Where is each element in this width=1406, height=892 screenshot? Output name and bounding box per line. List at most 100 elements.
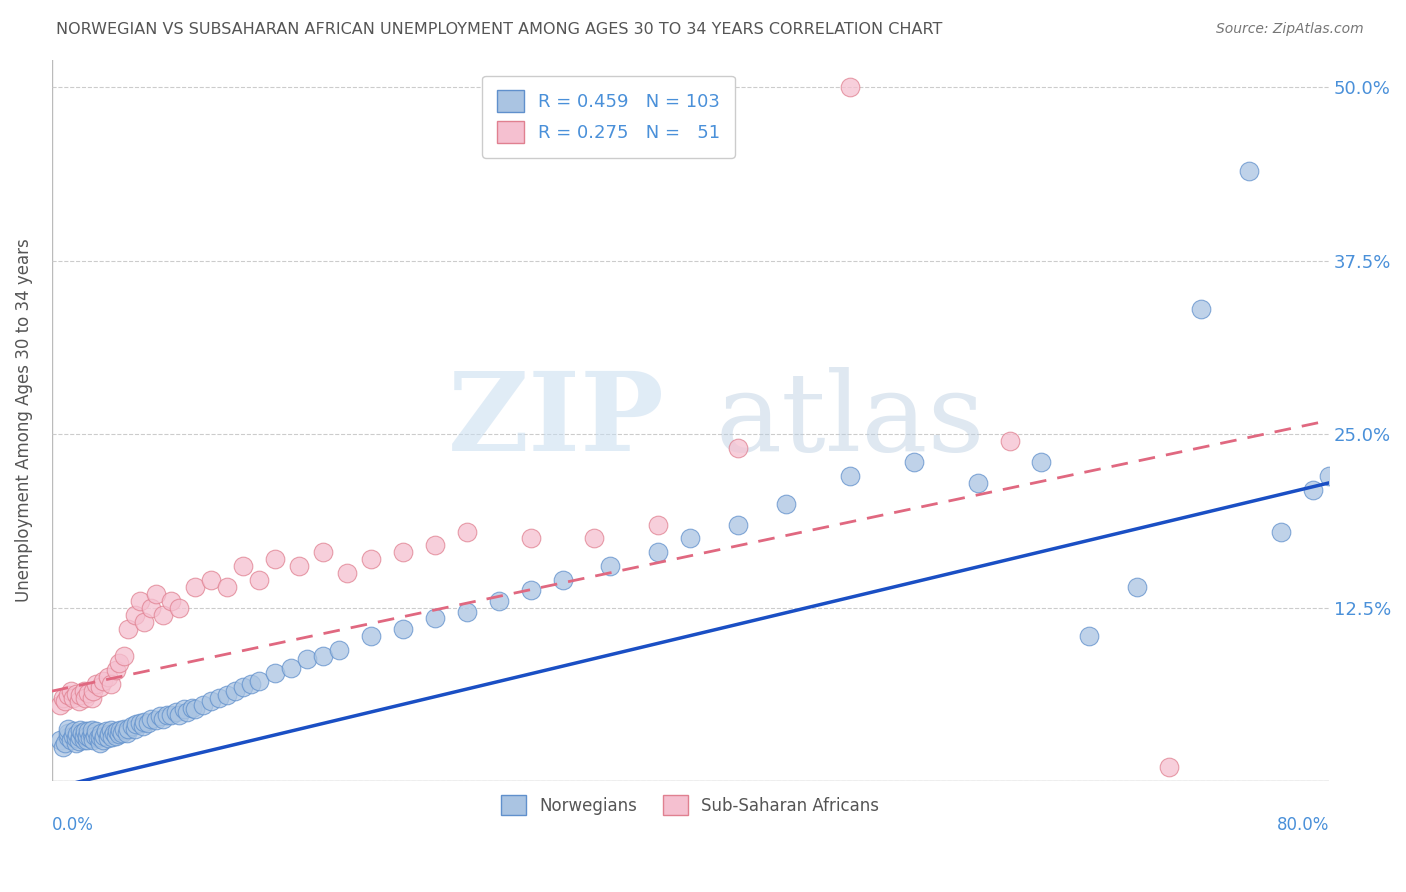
Point [1317, 469, 1340, 483]
Point [1237, 163, 1260, 178]
Point [232, 559, 254, 574]
Point [200, 694, 222, 708]
Point [53, 694, 76, 708]
Point [1159, 760, 1181, 774]
Point [1031, 455, 1053, 469]
Point [1189, 302, 1212, 317]
Point [647, 517, 669, 532]
Point [103, 726, 125, 740]
Point [247, 573, 270, 587]
Point [94, 724, 117, 739]
Point [89, 680, 111, 694]
Point [124, 722, 146, 736]
Point [152, 607, 174, 622]
Point [91, 732, 114, 747]
Point [727, 442, 749, 456]
Point [181, 701, 204, 715]
Text: NORWEGIAN VS SUBSAHARAN AFRICAN UNEMPLOYMENT AMONG AGES 30 TO 34 YEARS CORRELATI: NORWEGIAN VS SUBSAHARAN AFRICAN UNEMPLOY… [56, 22, 942, 37]
Point [48, 698, 70, 712]
Point [264, 666, 287, 681]
Point [903, 455, 925, 469]
Point [132, 719, 155, 733]
Point [56, 689, 79, 703]
Point [77, 685, 100, 699]
Point [82, 684, 104, 698]
Point [360, 552, 382, 566]
Text: 0.0%: 0.0% [52, 816, 94, 834]
Point [360, 629, 382, 643]
Point [423, 610, 446, 624]
Point [75, 724, 97, 739]
Point [488, 594, 510, 608]
Point [247, 674, 270, 689]
Point [295, 652, 318, 666]
Point [56, 726, 79, 740]
Point [423, 538, 446, 552]
Point [66, 727, 89, 741]
Point [67, 694, 90, 708]
Point [70, 726, 93, 740]
Point [224, 684, 246, 698]
Point [112, 649, 135, 664]
Point [240, 677, 263, 691]
Point [328, 642, 350, 657]
Point [998, 434, 1021, 449]
Point [97, 670, 120, 684]
Point [100, 723, 122, 737]
Point [82, 732, 104, 747]
Point [1302, 483, 1324, 497]
Point [184, 702, 207, 716]
Point [62, 691, 84, 706]
Point [80, 727, 103, 741]
Point [59, 732, 82, 747]
Point [69, 689, 91, 703]
Point [83, 729, 105, 743]
Point [456, 524, 478, 539]
Point [101, 730, 124, 744]
Point [117, 622, 139, 636]
Point [134, 714, 156, 729]
Point [52, 691, 75, 706]
Point [152, 712, 174, 726]
Point [583, 532, 606, 546]
Point [86, 724, 108, 739]
Point [169, 707, 191, 722]
Point [145, 587, 167, 601]
Point [80, 723, 103, 737]
Point [76, 729, 98, 743]
Point [112, 722, 135, 736]
Point [93, 729, 115, 743]
Point [312, 545, 335, 559]
Point [456, 605, 478, 619]
Point [727, 517, 749, 532]
Point [97, 731, 120, 746]
Point [775, 497, 797, 511]
Point [149, 709, 172, 723]
Point [288, 559, 311, 574]
Point [838, 469, 860, 483]
Point [79, 731, 101, 746]
Point [107, 727, 129, 741]
Point [121, 719, 143, 733]
Point [91, 674, 114, 689]
Y-axis label: Unemployment Among Ages 30 to 34 years: Unemployment Among Ages 30 to 34 years [15, 239, 32, 602]
Point [193, 698, 215, 712]
Point [200, 573, 222, 587]
Point [115, 726, 138, 740]
Point [77, 724, 100, 739]
Point [56, 730, 79, 744]
Point [312, 649, 335, 664]
Point [165, 705, 187, 719]
Point [134, 615, 156, 629]
Point [89, 730, 111, 744]
Point [89, 735, 111, 749]
Point [76, 732, 98, 747]
Point [87, 731, 110, 746]
Point [217, 689, 239, 703]
Point [90, 726, 112, 740]
Point [838, 80, 860, 95]
Point [599, 559, 621, 574]
Point [65, 731, 87, 746]
Point [160, 707, 183, 722]
Point [117, 722, 139, 736]
